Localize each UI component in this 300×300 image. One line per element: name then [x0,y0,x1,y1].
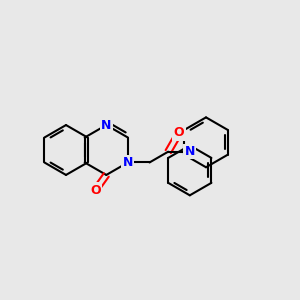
Text: N: N [101,118,112,132]
Text: N: N [123,156,133,169]
Text: O: O [174,127,184,140]
Text: N: N [184,145,195,158]
Text: O: O [90,184,101,196]
